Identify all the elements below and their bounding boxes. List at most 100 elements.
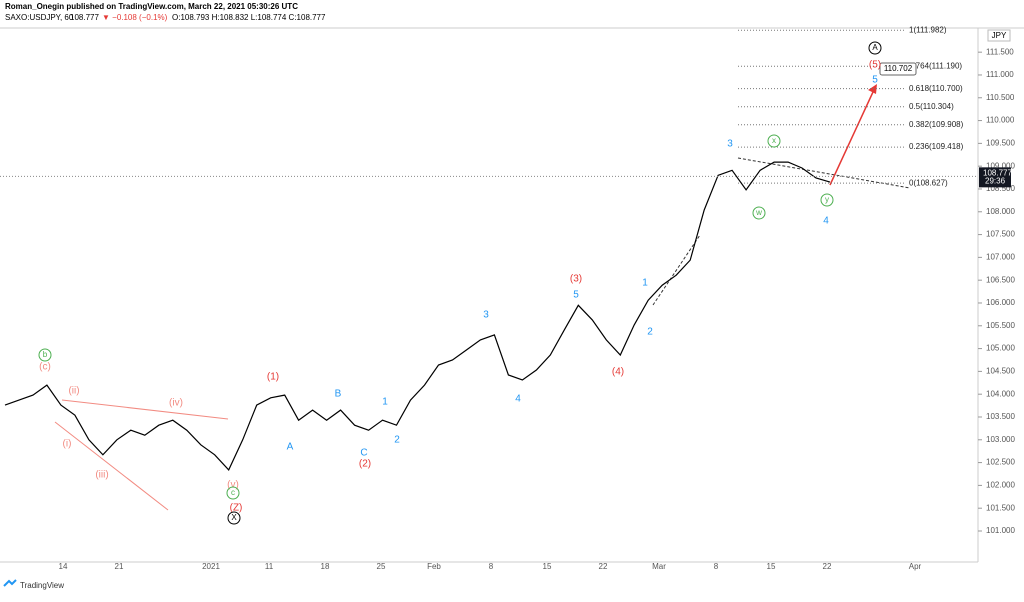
change: ▼ −0.108 (−0.1%) bbox=[102, 13, 168, 22]
price-line bbox=[4, 161, 831, 471]
y-tick-label: 103.500 bbox=[986, 412, 1015, 421]
y-tick-label: 101.500 bbox=[986, 503, 1015, 512]
wave-label: (2) bbox=[359, 459, 371, 470]
y-tick-label: 103.000 bbox=[986, 435, 1015, 444]
fib-label: 0.5(110.304) bbox=[909, 102, 954, 111]
x-tick-label: 2021 bbox=[202, 562, 220, 571]
x-tick-label: Apr bbox=[909, 562, 922, 571]
y-tick-label: 109.500 bbox=[986, 138, 1015, 147]
y-tick-label: 102.500 bbox=[986, 458, 1015, 467]
fib-label: 0.764(111.190) bbox=[909, 61, 962, 70]
wave-label: (iii) bbox=[95, 470, 108, 481]
currency: JPY bbox=[992, 31, 1007, 40]
target-label: 110.702 bbox=[884, 64, 913, 73]
y-tick-label: 105.000 bbox=[986, 344, 1015, 353]
y-tick-label: 107.000 bbox=[986, 252, 1015, 261]
wave-label: (4) bbox=[612, 367, 624, 378]
x-tick-label: 15 bbox=[767, 562, 776, 571]
x-tick-label: 25 bbox=[377, 562, 386, 571]
wave-label: X bbox=[231, 513, 237, 522]
wave-label: (c) bbox=[39, 362, 51, 373]
y-tick-label: 111.500 bbox=[986, 47, 1014, 56]
fib-label: 0(108.627) bbox=[909, 178, 948, 187]
y-tick-label: 108.000 bbox=[986, 207, 1015, 216]
wave-label: C bbox=[360, 448, 367, 459]
x-tick-label: 14 bbox=[59, 562, 68, 571]
ohlc: O:108.793 H:108.832 L:108.774 C:108.777 bbox=[172, 13, 326, 22]
y-tick-label: 104.500 bbox=[986, 366, 1015, 375]
y-tick-label: 107.500 bbox=[986, 230, 1015, 239]
trend-line bbox=[61, 399, 229, 420]
wave-label: A bbox=[287, 442, 294, 453]
wave-circle bbox=[226, 486, 240, 500]
price-tag bbox=[979, 167, 1011, 188]
y-tick-label: 104.000 bbox=[986, 389, 1015, 398]
y-tick-label: 110.000 bbox=[986, 116, 1015, 125]
fib-label: 0.236(109.418) bbox=[909, 142, 964, 151]
wave-label: c bbox=[231, 488, 235, 497]
y-tick-label: 106.000 bbox=[986, 298, 1015, 307]
wave-label: x bbox=[772, 136, 776, 145]
y-tick-label: 110.500 bbox=[986, 93, 1015, 102]
wave-label: (i) bbox=[63, 439, 72, 450]
publisher: Roman_Onegin published on TradingView.co… bbox=[5, 2, 298, 11]
y-tick-label: 101.000 bbox=[986, 526, 1015, 535]
wave-label: (5) bbox=[869, 60, 881, 71]
wave-circle bbox=[38, 348, 52, 362]
trend-line-dashed bbox=[652, 234, 701, 306]
wave-label: w bbox=[755, 208, 762, 217]
logo bbox=[3, 579, 17, 587]
currency-box bbox=[987, 29, 1011, 42]
wave-label: (3) bbox=[570, 274, 582, 285]
trend-line bbox=[54, 421, 169, 511]
x-tick-label: 8 bbox=[489, 562, 494, 571]
fib-label: 0.618(110.700) bbox=[909, 84, 963, 93]
fib-label: 1(111.982) bbox=[909, 25, 947, 34]
bg bbox=[0, 28, 1024, 597]
wave-label: (1) bbox=[267, 372, 279, 383]
wave-circle bbox=[752, 206, 766, 220]
x-tick-label: 22 bbox=[599, 562, 608, 571]
wave-label: y bbox=[825, 195, 829, 204]
wave-label: 3 bbox=[727, 139, 733, 150]
x-tick-label: 15 bbox=[543, 562, 552, 571]
x-tick-label: 11 bbox=[265, 562, 274, 571]
symbol: SAXO:USDJPY, 60 bbox=[5, 13, 74, 22]
y-tick-label: 108.500 bbox=[986, 184, 1015, 193]
projection-arrow bbox=[829, 91, 874, 186]
y-tick-label: 105.500 bbox=[986, 321, 1015, 330]
x-tick-label: 21 bbox=[115, 562, 124, 571]
x-tick-label: Feb bbox=[427, 562, 441, 571]
wave-circle bbox=[868, 41, 882, 55]
wave-label: 3 bbox=[483, 310, 489, 321]
wave-label: 1 bbox=[642, 278, 648, 289]
wave-label: 2 bbox=[394, 435, 400, 446]
y-tick-label: 106.500 bbox=[986, 275, 1015, 284]
wave-circle bbox=[767, 134, 781, 148]
y-tick-label: 102.000 bbox=[986, 480, 1015, 489]
wave-circle bbox=[820, 193, 834, 207]
y-tick-label: 109.000 bbox=[986, 161, 1015, 170]
wave-label: 4 bbox=[515, 394, 521, 405]
wave-label: (ii) bbox=[68, 386, 79, 397]
wave-circle bbox=[227, 511, 241, 525]
price-tag-timer: 29:36 bbox=[985, 176, 1006, 185]
wave-label: (Z) bbox=[230, 503, 243, 514]
x-tick-label: 22 bbox=[823, 562, 832, 571]
target-box bbox=[879, 62, 917, 76]
x-tick-label: 8 bbox=[714, 562, 719, 571]
wave-label: (iv) bbox=[169, 398, 183, 409]
fib-label: 0.382(109.908) bbox=[909, 120, 964, 129]
wave-label: B bbox=[335, 389, 342, 400]
wave-label: 2 bbox=[647, 327, 653, 338]
wave-label: A bbox=[872, 43, 878, 52]
y-tick-label: 111.000 bbox=[986, 70, 1014, 79]
wave-label: 1 bbox=[382, 397, 388, 408]
x-tick-label: 18 bbox=[321, 562, 330, 571]
wave-label: 4 bbox=[823, 216, 829, 227]
arrow-head bbox=[868, 84, 877, 94]
wave-label: 5 bbox=[573, 290, 579, 301]
x-tick-label: Mar bbox=[652, 562, 666, 571]
